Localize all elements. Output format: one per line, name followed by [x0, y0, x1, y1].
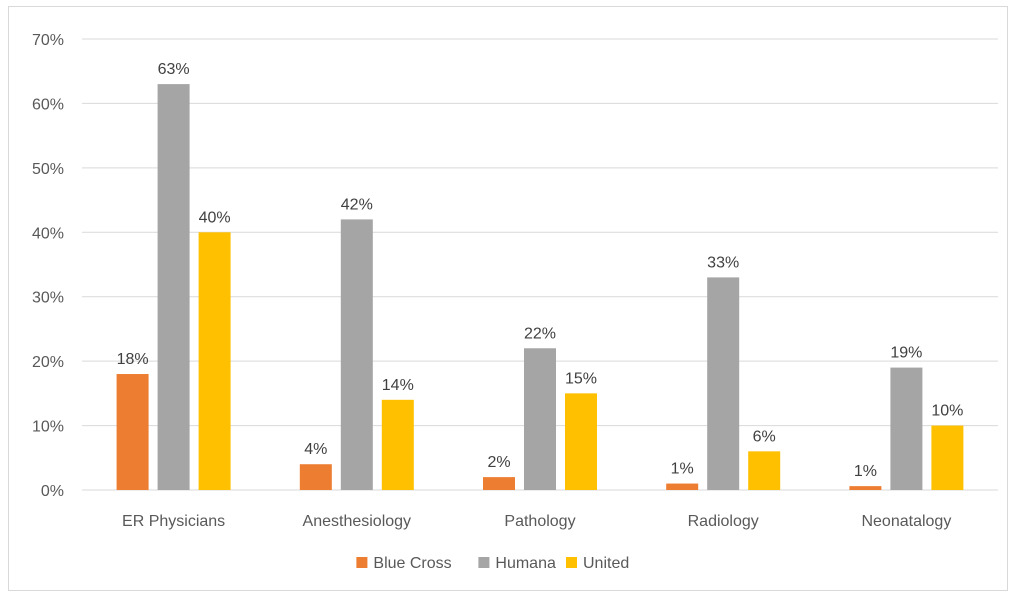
x-axis-ticks: ER Physicians Anesthesiology Pathology Radi… — [122, 513, 951, 530]
bar-humana — [707, 277, 740, 490]
legend-label: United — [583, 555, 629, 572]
y-tick-label: 40% — [32, 225, 64, 242]
y-tick-label: 0% — [41, 483, 64, 500]
x-tick-label: Neonatalogy — [861, 513, 951, 530]
bar-blue-cross — [299, 464, 332, 490]
y-axis-ticks: 0% 10% 20% 30% 40% 50% 60% 70% — [32, 32, 64, 500]
legend: Blue Cross Humana United — [356, 555, 629, 572]
y-tick-label: 60% — [32, 96, 64, 113]
bar-blue-cross — [666, 483, 699, 490]
bar-layer — [116, 84, 964, 491]
data-label: 18% — [117, 351, 149, 368]
data-label: 14% — [382, 377, 414, 394]
bar-united — [565, 393, 597, 490]
bar-united — [198, 232, 231, 491]
data-label: 6% — [753, 428, 776, 445]
x-tick-label: Pathology — [504, 513, 575, 530]
data-label: 15% — [565, 370, 597, 387]
bar-humana — [890, 367, 923, 490]
data-label-layer: 18% 63% 40% 4% 42% 14% 2% 22% 15% 1% 33% 6% 1% 19% 10% — [117, 61, 964, 480]
data-label: 22% — [524, 325, 556, 342]
y-tick-label: 50% — [32, 161, 64, 178]
data-label: 1% — [671, 461, 694, 478]
bar-humana — [157, 84, 190, 490]
data-label: 63% — [158, 61, 190, 78]
bar-blue-cross — [849, 486, 882, 490]
bar-united — [381, 399, 414, 490]
data-label: 33% — [707, 254, 739, 271]
bar-united — [748, 451, 781, 490]
legend-swatch-united — [566, 557, 577, 568]
data-label: 2% — [487, 454, 510, 471]
legend-swatch-humana — [478, 557, 490, 568]
x-tick-label: Anesthesiology — [303, 513, 412, 530]
data-label: 10% — [931, 403, 963, 420]
bar-united — [931, 425, 964, 490]
data-label: 1% — [854, 463, 877, 480]
x-tick-label: ER Physicians — [122, 513, 225, 530]
legend-label: Humana — [495, 555, 556, 572]
data-label: 40% — [199, 209, 231, 226]
x-tick-label: Radiology — [688, 513, 759, 530]
data-label: 42% — [341, 196, 373, 213]
data-label: 4% — [304, 441, 327, 458]
y-tick-label: 30% — [32, 290, 64, 307]
y-tick-label: 20% — [32, 354, 64, 371]
legend-swatch-blue-cross — [356, 557, 368, 568]
legend-label: Blue Cross — [373, 555, 451, 572]
bar-humana — [340, 219, 373, 490]
y-tick-label: 10% — [32, 419, 64, 436]
bar-blue-cross — [116, 374, 149, 490]
bar-blue-cross — [483, 477, 515, 490]
bar-humana — [524, 348, 556, 490]
y-tick-label: 70% — [32, 32, 64, 49]
grid-layer — [82, 38, 998, 491]
data-label: 19% — [890, 345, 922, 362]
